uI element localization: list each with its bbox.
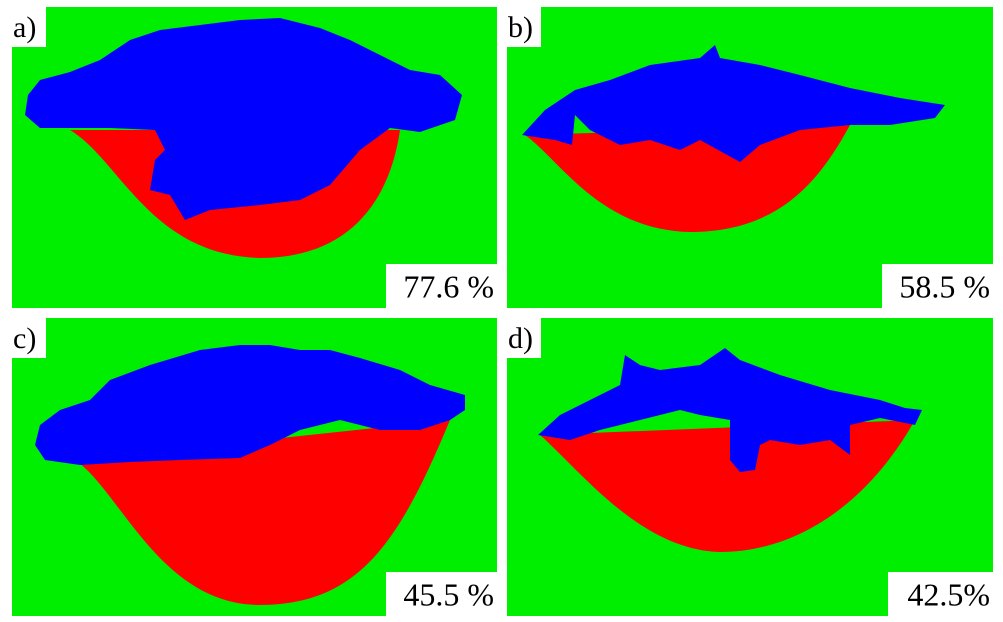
panel-label: a) [13,11,36,44]
percentage-caption: 42.5% [907,576,990,612]
percentage-caption: 58.5 % [899,268,990,304]
panel-label: b) [508,11,533,44]
percentage-caption: 45.5 % [403,576,494,612]
figure: a) b) c) d) 77.6 % 58.5 % 45.5 % 42.5% [0,0,1003,622]
percentage-caption: 77.6 % [403,268,494,304]
panel-label: d) [508,322,533,355]
page: a) b) c) d) 77.6 % 58.5 % 45.5 % 42.5% (… [0,0,1003,622]
panel-label: c) [13,322,36,355]
